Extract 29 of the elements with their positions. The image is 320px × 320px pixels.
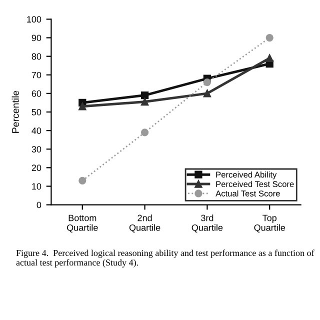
x-tick-label: Top Quartile bbox=[254, 214, 286, 232]
y-tick-label: 10 bbox=[32, 183, 42, 190]
point bbox=[203, 78, 212, 86]
point bbox=[266, 54, 274, 62]
y-tick-label: 80 bbox=[32, 53, 42, 60]
point bbox=[78, 176, 86, 184]
y-tick-label: 100 bbox=[27, 16, 42, 23]
x-tick-label: 3rd Quartile bbox=[192, 214, 223, 232]
point bbox=[203, 90, 212, 98]
caption: Figure 4. Perceived logical reasoning ability and test performance as a function of actual test performance (Study 4). bbox=[16, 250, 314, 268]
x-tick-label: Bottom Quartile bbox=[67, 214, 98, 232]
y-tick-label: 20 bbox=[32, 164, 42, 172]
y-tick-label: 50 bbox=[32, 108, 42, 116]
y-tick-label: 90 bbox=[32, 34, 42, 42]
legend-label: Actual Test Score bbox=[216, 190, 280, 196]
y-tick-label: 30 bbox=[32, 146, 42, 152]
y-tick-label: 0 bbox=[36, 202, 42, 208]
point bbox=[78, 102, 86, 110]
point bbox=[140, 91, 149, 100]
point bbox=[140, 98, 149, 106]
x-tick-label: 2nd Quartile bbox=[129, 214, 160, 232]
legend-label: Perceived Ability bbox=[216, 171, 277, 180]
y-tick-label: 60 bbox=[32, 90, 42, 97]
legend-label: Perceived Test Score bbox=[216, 180, 294, 188]
point bbox=[266, 34, 274, 42]
y-tick-label: 70 bbox=[32, 72, 42, 78]
point bbox=[140, 128, 149, 136]
y-tick-label: 40 bbox=[32, 128, 42, 134]
y-axis-title: Percentile bbox=[12, 90, 19, 133]
